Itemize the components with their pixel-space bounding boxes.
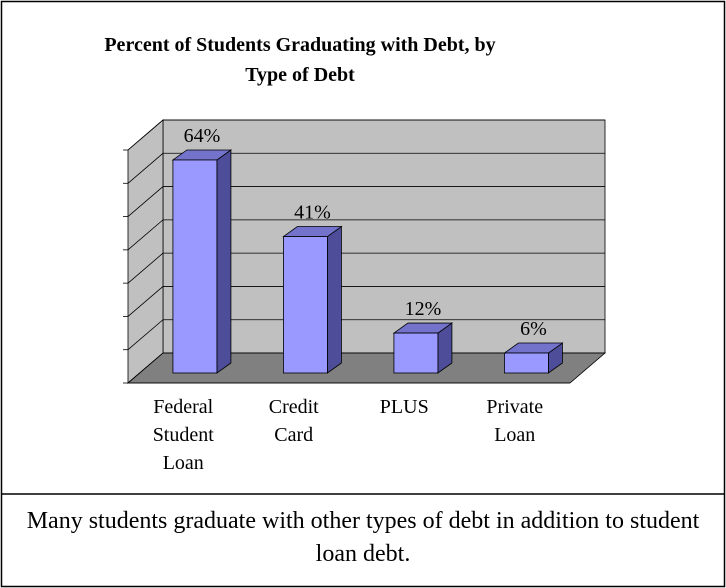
data-label: 6%: [520, 318, 547, 340]
grid-line: [127, 186, 605, 217]
bar-side: [327, 225, 342, 374]
caption: Many students graduate with other types …: [26, 508, 700, 567]
bar: [172, 159, 218, 374]
grid-line: [127, 119, 605, 151]
grid-line: [127, 286, 605, 317]
x-tick-label: Private Loan: [486, 396, 544, 446]
x-tick-label: PLUS: [379, 396, 429, 418]
bar: [393, 332, 439, 374]
bar: [283, 236, 328, 374]
bar: [504, 352, 549, 374]
grid-line: [127, 352, 605, 384]
grid-line: [127, 152, 605, 184]
grid-line: [127, 219, 605, 251]
grid-line: [127, 319, 605, 351]
data-label: 41%: [294, 202, 331, 224]
data-label: 64%: [184, 125, 221, 147]
bar-side: [216, 149, 232, 374]
x-tick-label: Federal Student Loan: [152, 396, 214, 474]
chart-title: Percent of Students Graduating with Debt…: [104, 34, 496, 86]
data-label: 12%: [405, 298, 442, 320]
x-tick-label: Credit Card: [268, 396, 319, 446]
side-wall: [127, 119, 164, 384]
grid-line: [127, 252, 605, 284]
